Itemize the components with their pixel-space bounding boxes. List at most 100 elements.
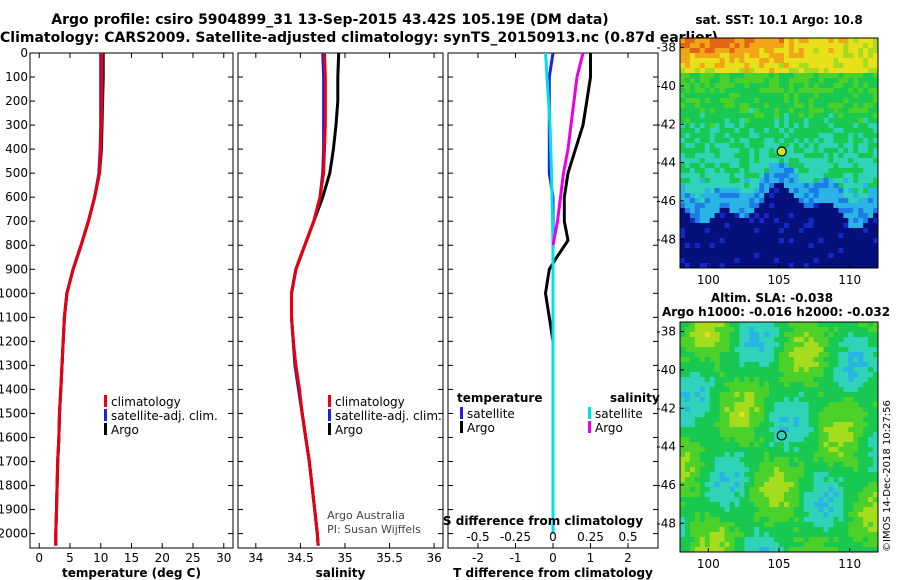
- sst_map-cell: [754, 178, 760, 184]
- sst_map-cell: [744, 43, 750, 49]
- sla_map-cell: [843, 462, 849, 468]
- sla_map-cell: [680, 532, 686, 538]
- sst_map-cell: [868, 203, 874, 209]
- sla_map-cell: [699, 427, 706, 433]
- sst_map-cell: [873, 208, 878, 214]
- sst_map-cell: [729, 63, 736, 69]
- sst_map-cell: [818, 163, 825, 169]
- sst_map-cell: [833, 243, 839, 249]
- sst_map-cell: [739, 88, 745, 94]
- sst_map-cell: [873, 233, 878, 239]
- sst_map-cell: [808, 193, 815, 199]
- sla_map-cell: [759, 402, 765, 408]
- sst_map-cell: [769, 238, 775, 244]
- sla_map-cell: [749, 417, 755, 423]
- sst_map-cell: [734, 208, 740, 214]
- sst_map-cell: [813, 198, 820, 204]
- sst_map-cell: [769, 68, 775, 74]
- sla_map-cell: [793, 517, 800, 523]
- sst_map-cell: [689, 128, 696, 134]
- sla_map-cell: [813, 492, 820, 498]
- sst_map-cell: [793, 193, 800, 199]
- sst_map-cell: [813, 98, 820, 104]
- sla_map-cell: [729, 542, 736, 548]
- sla_map-cell: [769, 362, 775, 368]
- sst_map-cell: [704, 118, 711, 124]
- sla_map-cell: [694, 502, 701, 508]
- sst_map-cell: [823, 123, 830, 129]
- sst_map-cell: [714, 253, 721, 259]
- sla_map-cell: [863, 377, 869, 383]
- sla_map-cell: [749, 372, 755, 378]
- sla_map-cell: [843, 447, 849, 453]
- sla_map-cell: [689, 387, 696, 393]
- sla_map-cell: [704, 332, 711, 338]
- sla_map-cell: [744, 332, 750, 338]
- sst_map-cell: [798, 73, 805, 79]
- sst_map-cell: [843, 83, 849, 89]
- sla_map-cell: [783, 542, 790, 548]
- sst_map-cell: [739, 73, 745, 79]
- sst_map-cell: [680, 108, 686, 114]
- sla_map-cell: [680, 547, 686, 552]
- sla_map-cell: [848, 542, 854, 548]
- sla_map-cell: [793, 422, 800, 428]
- sst_map-cell: [684, 98, 691, 104]
- sst_map-cell: [749, 128, 755, 134]
- sla_map-cell: [828, 422, 835, 428]
- sst_map-cell: [813, 38, 820, 44]
- sst_map-cell: [774, 193, 780, 199]
- sst_map-cell: [823, 213, 830, 219]
- sst_map-cell: [788, 133, 795, 139]
- sla_map-cell: [868, 467, 874, 473]
- sla_map-cell: [749, 352, 755, 358]
- sst_map-cell: [803, 58, 810, 64]
- sla_map-cell: [803, 487, 810, 493]
- sst_map-cell: [793, 158, 800, 164]
- sla_map-cell: [694, 462, 701, 468]
- sst_map-cell: [848, 88, 854, 94]
- sst_map-cell: [684, 38, 691, 44]
- sla_map-cell: [684, 437, 691, 443]
- sla_map-cell: [779, 372, 785, 378]
- sst_map-cell: [754, 188, 760, 194]
- sla_map-cell: [808, 472, 815, 478]
- sla_map-cell: [823, 512, 830, 518]
- sst_map-cell: [759, 138, 765, 144]
- sla_map-cell: [744, 437, 750, 443]
- sla_map-cell: [684, 322, 691, 328]
- sla_map-cell: [744, 497, 750, 503]
- sla_map-cell: [863, 412, 869, 418]
- sst_map-cell: [823, 223, 830, 229]
- sla_map-cell: [709, 492, 716, 498]
- sla_map-cell: [774, 352, 780, 358]
- sst_map-cell: [714, 203, 721, 209]
- sst_map-cell: [769, 138, 775, 144]
- sst_map-cell: [818, 233, 825, 239]
- sst_map-cell: [848, 203, 854, 209]
- sst_map-cell: [749, 48, 755, 54]
- sst_map-cell: [754, 68, 760, 74]
- sla_map-cell: [833, 532, 839, 538]
- sst_map-cell: [868, 238, 874, 244]
- difference-secondary-xtick-label: 0: [549, 530, 557, 544]
- sla_map-cell: [818, 467, 825, 473]
- sst_map-cell: [868, 123, 874, 129]
- sla_map-cell: [808, 532, 815, 538]
- sla_map-cell: [813, 432, 820, 438]
- sst_map-cell: [833, 173, 839, 179]
- sst_map-cell: [744, 228, 750, 234]
- sst_map-cell: [863, 193, 869, 199]
- sla_map-cell: [744, 402, 750, 408]
- sla_map-cell: [818, 362, 825, 368]
- sla_map-cell: [848, 447, 854, 453]
- sla_map-cell: [853, 397, 859, 403]
- sst_map-cell: [818, 143, 825, 149]
- sst_map-cell: [783, 238, 790, 244]
- sst_map-cell: [843, 38, 849, 44]
- sst_map-cell: [749, 98, 755, 104]
- sla_map-cell: [739, 337, 745, 343]
- sla_map-cell: [759, 397, 765, 403]
- sla_map-cell: [838, 472, 844, 478]
- sla_map-cell: [754, 502, 760, 508]
